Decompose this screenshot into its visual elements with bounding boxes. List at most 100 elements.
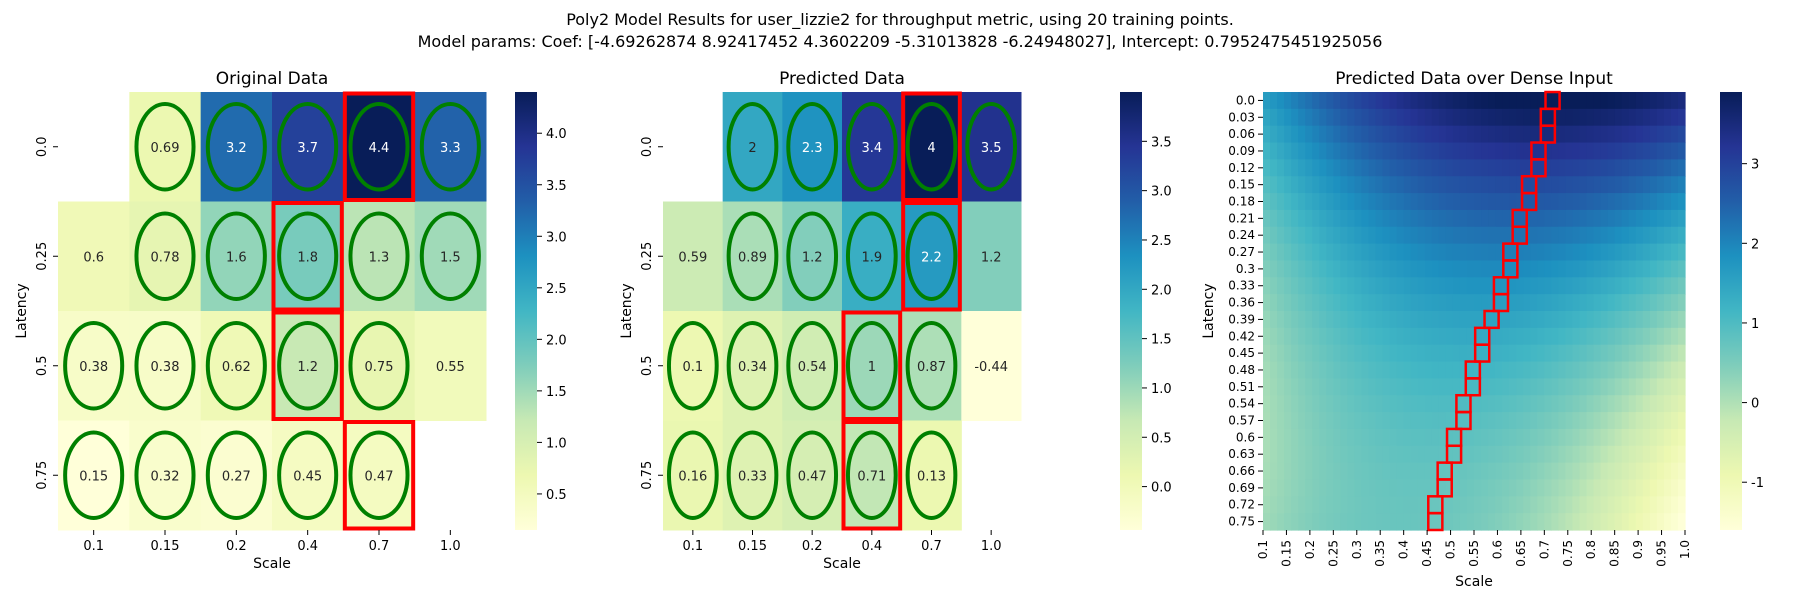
x-tick-label: 0.1	[1256, 540, 1270, 559]
y-tick-label: 0.45	[1228, 346, 1255, 360]
dense-cell	[1361, 294, 1370, 312]
dense-cell	[1635, 311, 1644, 329]
dense-cell	[1354, 311, 1363, 329]
training-point-ellipse	[786, 430, 839, 520]
dense-cell	[1642, 513, 1651, 531]
dense-cell	[1537, 445, 1545, 464]
dense-cell	[1621, 327, 1630, 346]
dense-cell	[1389, 209, 1398, 228]
dense-cell	[1263, 277, 1271, 295]
dense-cell	[1558, 243, 1567, 262]
dense-cell	[1291, 412, 1299, 430]
dense-cell	[1607, 311, 1616, 329]
dense-cell	[1649, 496, 1658, 514]
dense-cell	[1424, 209, 1433, 228]
dense-cell	[1389, 344, 1398, 363]
dense-cell	[1389, 193, 1398, 211]
dense-cell	[1593, 378, 1602, 396]
dense-cell	[1459, 327, 1468, 346]
dense-cell	[1523, 378, 1531, 396]
dense-cell	[1663, 513, 1672, 531]
dense-cell	[1410, 243, 1419, 262]
dense-cell	[1537, 142, 1545, 160]
dense-cell	[1551, 496, 1559, 514]
dense-cell	[1572, 92, 1581, 110]
dense-cell	[1298, 311, 1306, 329]
dense-cell	[1354, 378, 1363, 396]
heatmap-cell	[663, 420, 724, 531]
dense-cell	[1607, 92, 1616, 110]
dense-cell	[1621, 193, 1630, 211]
dense-cell	[1537, 294, 1545, 312]
dense-cell	[1579, 159, 1588, 177]
dense-cell	[1523, 142, 1531, 160]
dense-cell	[1396, 344, 1405, 363]
dense-cell	[1410, 209, 1419, 228]
dense-cell	[1600, 159, 1609, 177]
heatmap-cell	[901, 311, 962, 421]
dense-cell	[1495, 344, 1503, 363]
x-tick-label: 1.0	[440, 539, 461, 554]
dense-cell	[1270, 428, 1278, 447]
dense-cell	[1396, 176, 1405, 194]
dense-cell	[1431, 412, 1440, 430]
dense-cell	[1670, 92, 1679, 110]
dense-cell	[1607, 260, 1616, 278]
dense-cell	[1459, 445, 1468, 464]
dense-cell	[1410, 412, 1419, 430]
dense-cell	[1263, 445, 1271, 464]
dense-cell	[1375, 294, 1384, 312]
dense-cell	[1277, 361, 1285, 379]
dense-cell	[1530, 176, 1538, 194]
dense-cell	[1481, 243, 1489, 262]
dense-cell	[1579, 92, 1588, 110]
dense-cell	[1558, 142, 1567, 160]
dense-cell	[1263, 311, 1271, 329]
dense-cell	[1551, 311, 1559, 329]
dense-cell	[1621, 108, 1630, 127]
dense-cell	[1340, 92, 1348, 110]
heatmap-cell	[129, 420, 202, 531]
dense-cell	[1642, 361, 1651, 379]
dense-cell	[1544, 445, 1552, 464]
dense-cell	[1509, 513, 1517, 531]
dense-cell	[1572, 260, 1581, 278]
dense-cell	[1396, 327, 1405, 346]
dense-cell	[1326, 92, 1334, 110]
dense-cell	[1572, 513, 1581, 531]
dense-cell	[1558, 428, 1567, 447]
y-tick-label: 0.09	[1228, 144, 1255, 158]
dense-cell	[1319, 193, 1327, 211]
dense-cell	[1579, 176, 1588, 194]
dense-cell	[1333, 378, 1341, 396]
dense-cell	[1649, 209, 1658, 228]
dense-cell	[1319, 344, 1327, 363]
dense-cell	[1452, 496, 1461, 514]
dense-cell	[1586, 260, 1595, 278]
dense-cell	[1516, 243, 1524, 262]
dense-cell	[1431, 277, 1440, 295]
dense-cell	[1635, 378, 1644, 396]
dense-cell	[1544, 260, 1552, 278]
dense-cell	[1579, 311, 1588, 329]
dense-cell	[1565, 209, 1574, 228]
dense-cell	[1382, 361, 1391, 379]
dense-cell	[1438, 108, 1447, 127]
y-axis-label: Latency	[619, 283, 635, 338]
dense-cell	[1656, 344, 1665, 363]
x-tick-label: 1.0	[1678, 540, 1692, 559]
dense-cell	[1298, 108, 1306, 127]
dense-cell	[1474, 176, 1482, 194]
dense-cell	[1452, 226, 1461, 245]
dense-cell	[1347, 311, 1356, 329]
dense-cell	[1284, 428, 1292, 447]
cell-value-label: 1.9	[861, 250, 882, 265]
dense-cell	[1649, 294, 1658, 312]
dense-cell	[1474, 311, 1482, 329]
dense-cell	[1403, 226, 1412, 245]
dense-cell	[1270, 243, 1278, 262]
dense-cell	[1670, 277, 1679, 295]
dense-cell	[1403, 327, 1412, 346]
heatmap-cell	[663, 201, 724, 312]
dense-cell	[1368, 294, 1377, 312]
